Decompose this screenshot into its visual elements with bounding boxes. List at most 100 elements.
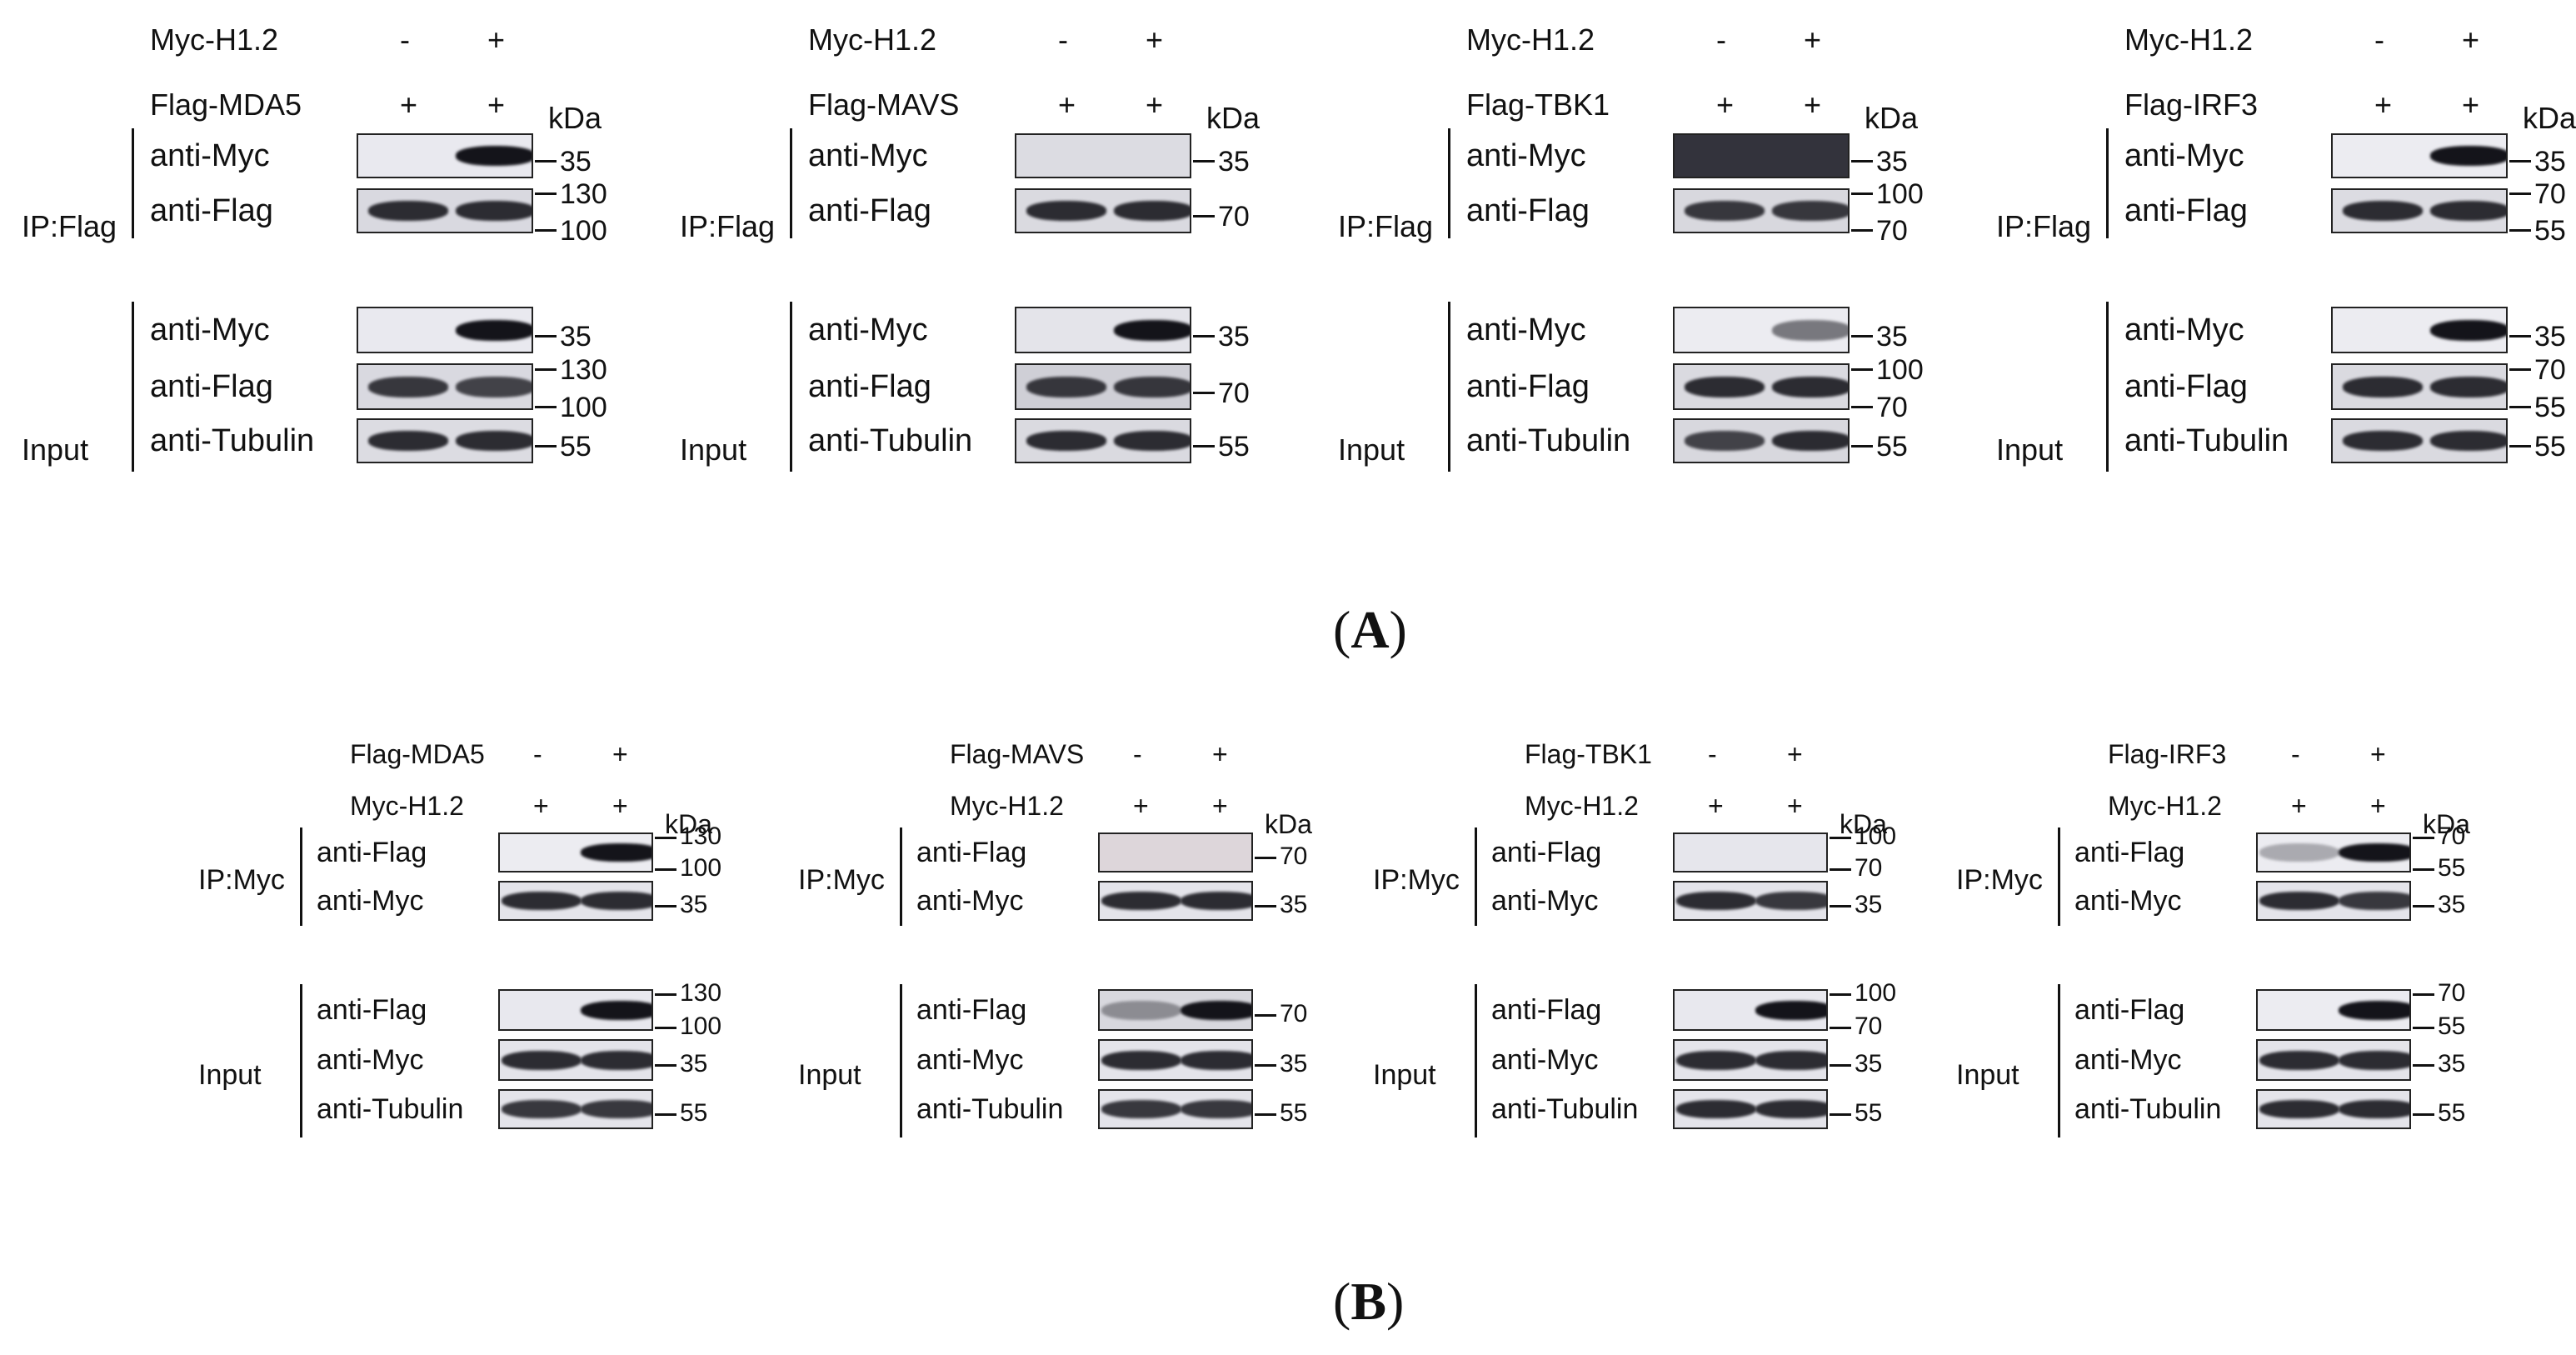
lane1-sign: - xyxy=(533,739,542,769)
protein-band xyxy=(456,201,532,221)
lane2-sign: + xyxy=(1787,791,1803,821)
marker-label: 130 xyxy=(680,822,722,850)
lane1-sign: - xyxy=(2291,739,2300,769)
marker-tick xyxy=(1255,856,1276,859)
lane1-sign: + xyxy=(400,88,418,122)
protein-band xyxy=(1685,431,1765,451)
marker-label: 35 xyxy=(1855,1050,1883,1078)
antibody-label: anti-Flag xyxy=(2074,837,2185,868)
input-group-label: Input xyxy=(1996,432,2064,467)
lane1-sign: + xyxy=(2291,791,2307,821)
group-divider xyxy=(300,984,302,1138)
marker-tick xyxy=(1851,405,1873,408)
antibody-label: anti-Flag xyxy=(317,994,427,1026)
protein-band xyxy=(2259,1100,2339,1118)
caption-a: (A) xyxy=(1333,600,1407,659)
blot-image xyxy=(498,881,653,921)
lane1-sign: - xyxy=(400,22,410,57)
marker-label: 55 xyxy=(1855,1098,1883,1127)
lane1-sign: + xyxy=(1133,791,1149,821)
blot-image xyxy=(1673,418,1850,463)
input-group-label: Input xyxy=(680,432,747,467)
marker-label: 35 xyxy=(680,890,708,918)
antibody-label: anti-Myc xyxy=(1466,312,1586,348)
lane1-sign: - xyxy=(1133,739,1142,769)
blot-image xyxy=(357,133,533,178)
lane2-sign: + xyxy=(2370,791,2386,821)
protein-band xyxy=(1101,1100,1181,1118)
marker-label: 70 xyxy=(2438,822,2466,850)
marker-tick xyxy=(1851,160,1873,163)
protein-band xyxy=(1772,431,1848,451)
group-divider xyxy=(300,828,302,926)
antibody-label: anti-Myc xyxy=(1466,138,1586,173)
protein-band xyxy=(581,1000,651,1020)
marker-tick xyxy=(655,1064,676,1067)
marker-tick xyxy=(535,334,557,338)
treatment-label: Myc-H1.2 xyxy=(808,22,937,57)
marker-label: 100 xyxy=(680,854,722,882)
blot-image xyxy=(1673,307,1850,353)
marker-tick xyxy=(1193,160,1215,163)
lane2-sign: + xyxy=(1804,88,1822,122)
lane2-sign: + xyxy=(2462,22,2480,57)
marker-tick xyxy=(2509,445,2531,448)
marker-tick xyxy=(1851,334,1873,338)
marker-tick xyxy=(1193,391,1215,394)
protein-band xyxy=(1676,1100,1756,1118)
treatment-label: Flag-MAVS xyxy=(950,739,1085,769)
antibody-label: anti-Flag xyxy=(1466,193,1590,228)
protein-band xyxy=(1114,431,1190,451)
blot-panel-1: Myc-H1.2 - + Flag-MDA5 + + kDa IP:Flag Input anti… xyxy=(7,15,607,515)
antibody-label: anti-Flag xyxy=(808,193,931,228)
marker-tick xyxy=(1830,868,1851,872)
group-divider xyxy=(2058,828,2060,926)
antibody-label: anti-Myc xyxy=(2124,138,2244,173)
blot-image xyxy=(2256,881,2411,921)
group-divider xyxy=(900,828,902,926)
antibody-label: anti-Myc xyxy=(916,1044,1024,1076)
blot-image xyxy=(2331,363,2508,410)
protein-band xyxy=(1772,201,1848,221)
blot-panel-2: Myc-H1.2 - + Flag-MAVS + + kDa IP:Flag Input anti… xyxy=(665,15,1265,515)
marker-label: 55 xyxy=(2534,391,2566,423)
lane2-sign: + xyxy=(2462,88,2480,122)
protein-band xyxy=(1114,319,1190,341)
antibody-label: anti-Flag xyxy=(150,193,273,228)
blot-image xyxy=(357,363,533,410)
marker-label: 35 xyxy=(1876,320,1908,352)
marker-tick xyxy=(1255,1014,1276,1017)
antibody-label: anti-Flag xyxy=(2074,994,2185,1026)
ip-group-label: IP:Myc xyxy=(1956,864,2043,896)
lane2-sign: + xyxy=(487,88,506,122)
marker-label: 35 xyxy=(1218,320,1250,352)
marker-label: 70 xyxy=(1855,1012,1883,1040)
antibody-label: anti-Myc xyxy=(317,1044,424,1076)
ip-group-label: IP:Flag xyxy=(1338,209,1434,243)
marker-tick xyxy=(655,1027,676,1029)
kda-unit: kDa xyxy=(1865,101,1919,135)
protein-band xyxy=(2343,431,2423,451)
marker-tick xyxy=(1851,192,1873,196)
marker-tick xyxy=(655,993,676,996)
caption-a-letter: A xyxy=(1350,600,1390,659)
marker-tick xyxy=(1830,993,1851,996)
marker-tick xyxy=(2413,836,2434,839)
blot-image xyxy=(498,1089,653,1129)
protein-band xyxy=(2430,319,2506,341)
marker-tick xyxy=(1851,228,1873,232)
protein-band xyxy=(1676,1050,1756,1070)
blot-image xyxy=(1098,1039,1253,1081)
blot-panel-4: Myc-H1.2 - + Flag-IRF3 + + kDa IP:Flag Input anti… xyxy=(1981,15,2576,515)
blot-image xyxy=(1673,133,1850,178)
blot-image xyxy=(2331,188,2508,233)
blot-image xyxy=(498,1039,653,1081)
antibody-label: anti-Flag xyxy=(2124,193,2248,228)
kda-unit: kDa xyxy=(1206,101,1261,135)
antibody-label: anti-Flag xyxy=(916,837,1027,868)
marker-label: 70 xyxy=(1280,842,1308,870)
input-group-label: Input xyxy=(1338,432,1405,467)
ip-group-label: IP:Myc xyxy=(198,864,285,896)
marker-label: 70 xyxy=(1218,377,1250,409)
